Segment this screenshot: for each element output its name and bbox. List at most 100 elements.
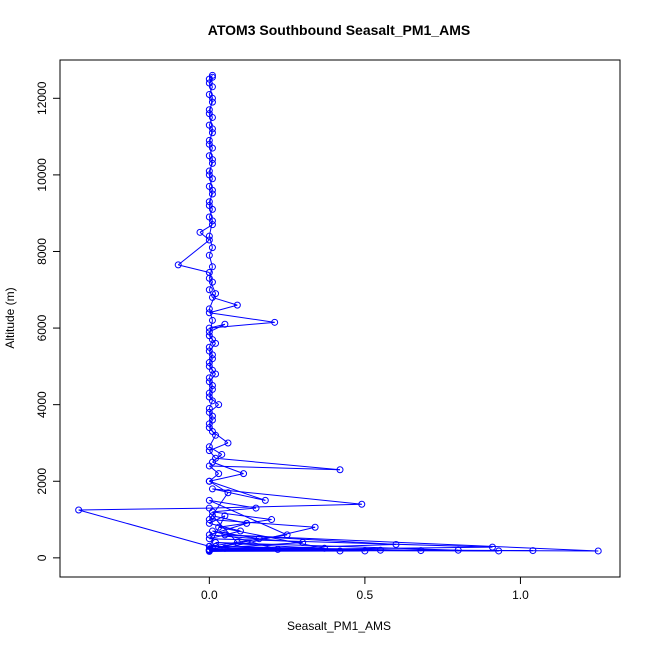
data-point: [233, 301, 241, 309]
series-segment: [212, 488, 362, 505]
data-point: [243, 519, 251, 527]
series-segment: [209, 522, 247, 536]
data-point: [215, 470, 223, 478]
data-point: [208, 458, 216, 466]
series-segment: [209, 480, 266, 501]
data-point: [205, 362, 213, 370]
data-point: [358, 500, 366, 508]
data-point: [205, 447, 213, 455]
series-segment: [212, 461, 244, 475]
data-point: [594, 547, 602, 555]
data-point: [208, 125, 216, 133]
data-point: [224, 439, 232, 447]
series-segment: [212, 530, 278, 550]
series-segment: [209, 499, 288, 536]
data-point: [236, 527, 244, 535]
data-point: [261, 496, 269, 504]
data-point: [208, 73, 216, 81]
data-point: [208, 186, 216, 194]
data-point: [205, 378, 213, 386]
x-axis-label: Seasalt_PM1_AMS: [287, 619, 391, 633]
data-point: [205, 171, 213, 179]
data-point: [208, 244, 216, 252]
data-point: [361, 547, 369, 555]
data-point: [212, 339, 220, 347]
series-segment: [208, 255, 213, 267]
series-segment: [208, 400, 213, 409]
data-point: [205, 404, 213, 412]
data-point: [205, 347, 213, 355]
data-point: [208, 416, 216, 424]
data-point: [283, 531, 291, 539]
chart-title: ATOM3 Southbound Seasalt_PM1_AMS: [208, 22, 470, 38]
data-point: [208, 385, 216, 393]
data-point: [488, 543, 496, 551]
data-point: [205, 274, 213, 282]
data-point: [205, 408, 213, 416]
series-segment: [177, 239, 210, 266]
series-segment: [209, 503, 362, 509]
series-segment: [209, 465, 219, 474]
data-point: [255, 535, 263, 543]
series-segment: [78, 509, 210, 547]
series-segment: [209, 473, 219, 482]
data-point: [252, 504, 260, 512]
data-point: [233, 539, 241, 547]
data-point: [205, 305, 213, 313]
data-point: [208, 94, 216, 102]
series-segment: [209, 312, 275, 323]
data-point: [205, 516, 213, 524]
y-tick-label: 0: [35, 554, 49, 561]
data-point: [212, 539, 220, 547]
y-tick-label: 4000: [35, 391, 49, 418]
data-point: [205, 424, 213, 432]
data-point: [205, 328, 213, 336]
data-point: [271, 318, 279, 326]
series-segment: [208, 236, 213, 248]
series-segment: [208, 308, 213, 321]
y-tick-label: 8000: [35, 238, 49, 265]
series-segment: [212, 296, 238, 306]
data-point: [212, 290, 220, 298]
data-point: [376, 546, 384, 554]
data-point: [208, 508, 216, 516]
series-points: [75, 71, 602, 555]
data-point: [205, 136, 213, 144]
series-segment: [208, 289, 213, 298]
data-point: [274, 545, 282, 553]
data-point: [205, 167, 213, 175]
data-point: [392, 540, 400, 548]
series-segment: [209, 321, 275, 329]
series-segment: [209, 304, 238, 314]
data-point: [208, 485, 216, 493]
x-axis: 0.0 0.5 1.0: [201, 576, 529, 602]
data-point: [212, 370, 220, 378]
data-point: [208, 98, 216, 106]
series-segment: [178, 264, 210, 274]
data-point: [212, 431, 220, 439]
series-segment: [212, 511, 272, 521]
data-point: [205, 106, 213, 114]
data-point: [205, 110, 213, 118]
data-point: [454, 546, 462, 554]
x-tick-label: 0.5: [357, 588, 374, 602]
series-segment: [199, 224, 213, 233]
data-point: [205, 251, 213, 259]
series-segment: [208, 435, 216, 448]
data-point: [205, 202, 213, 210]
data-point: [75, 506, 83, 514]
plot-frame: [59, 59, 621, 578]
series-segment: [212, 507, 257, 513]
y-axis: 0 2000 4000 6000 8000 10000 12000: [35, 81, 61, 561]
data-point: [205, 393, 213, 401]
data-point: [336, 547, 344, 555]
data-point: [311, 523, 319, 531]
data-point: [212, 542, 220, 550]
data-point: [224, 489, 232, 497]
series-segment: [209, 499, 257, 509]
series-segment: [208, 339, 213, 348]
data-point: [417, 547, 425, 555]
data-point: [205, 236, 213, 244]
series-lines: [78, 75, 599, 552]
